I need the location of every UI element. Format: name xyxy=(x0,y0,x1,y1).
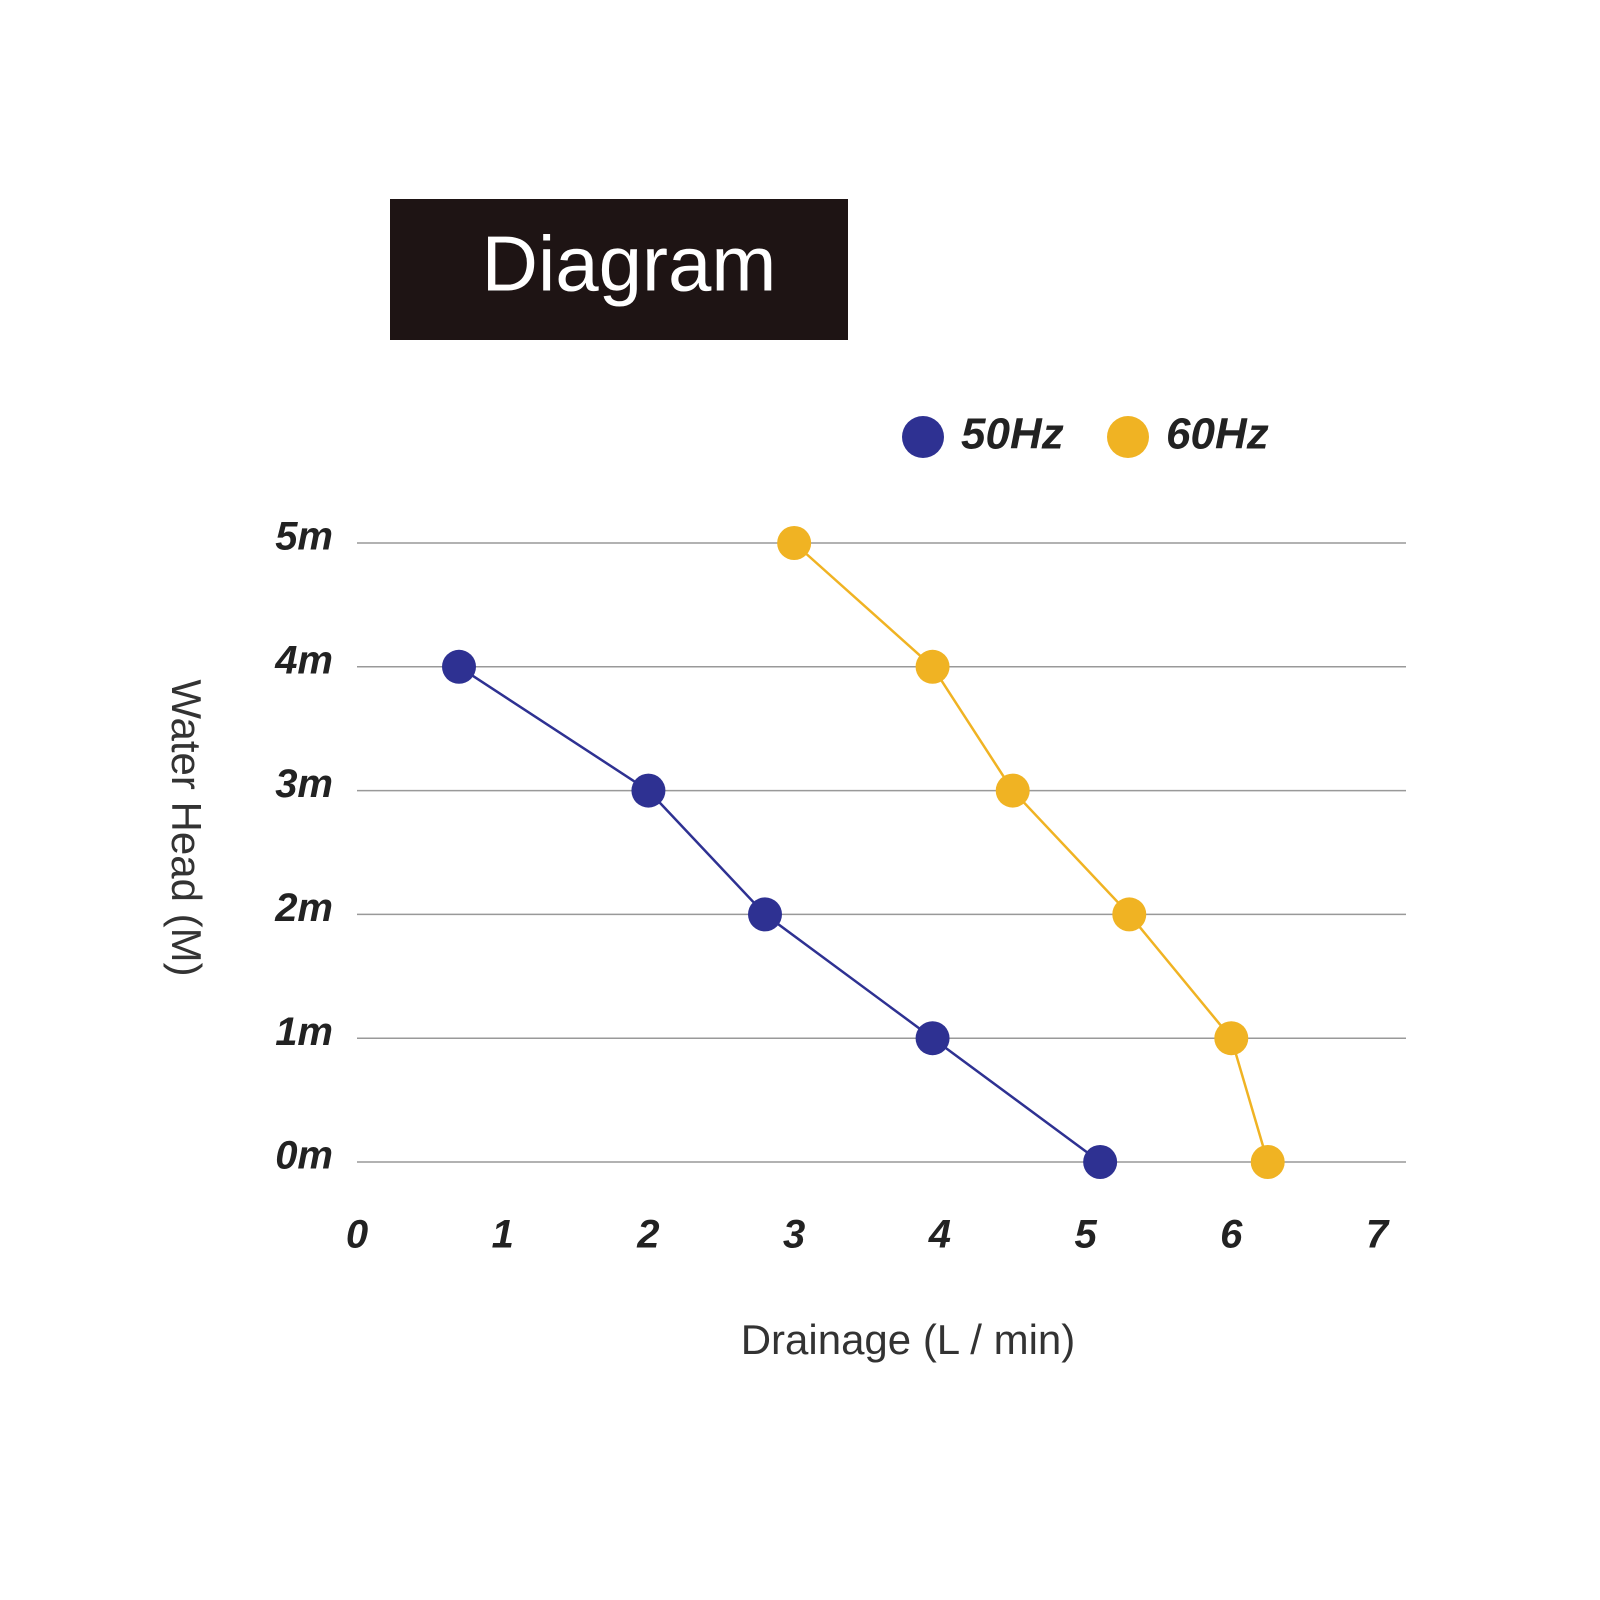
y-tick-label: 1m xyxy=(275,1010,333,1054)
data-point xyxy=(1250,1145,1285,1179)
data-point xyxy=(915,1021,950,1056)
data-point xyxy=(631,773,666,808)
legend-marker xyxy=(902,416,944,458)
x-tick-label: 5 xyxy=(1074,1213,1097,1257)
series-line xyxy=(793,542,1269,1163)
data-point xyxy=(1083,1145,1118,1179)
data-point xyxy=(748,897,782,932)
x-tick-label: 0 xyxy=(346,1213,368,1257)
data-point xyxy=(777,526,812,560)
data-point xyxy=(995,773,1030,808)
title-box xyxy=(390,199,848,340)
data-point xyxy=(1214,1021,1249,1056)
data-point xyxy=(1112,897,1147,932)
x-tick-label: 7 xyxy=(1366,1213,1390,1257)
legend-marker xyxy=(1107,416,1149,458)
y-axis-label: Water Head (M) xyxy=(163,679,210,976)
legend-label: 50Hz xyxy=(961,410,1064,459)
x-axis-label: Drainage (L / min) xyxy=(741,1316,1076,1363)
x-tick-label: 3 xyxy=(783,1213,805,1257)
x-tick-label: 4 xyxy=(928,1213,951,1257)
data-point xyxy=(915,649,950,684)
y-tick-label: 3m xyxy=(275,762,333,806)
data-point xyxy=(442,649,476,684)
legend-label: 60Hz xyxy=(1166,410,1269,459)
y-tick-label: 4m xyxy=(274,638,333,682)
y-tick-label: 5m xyxy=(275,515,333,559)
y-tick-label: 2m xyxy=(274,886,333,930)
chart-title: Diagram xyxy=(482,220,777,308)
x-tick-label: 2 xyxy=(636,1213,659,1257)
y-tick-label: 0m xyxy=(275,1134,333,1178)
x-tick-label: 6 xyxy=(1220,1213,1243,1257)
x-tick-label: 1 xyxy=(492,1213,514,1257)
